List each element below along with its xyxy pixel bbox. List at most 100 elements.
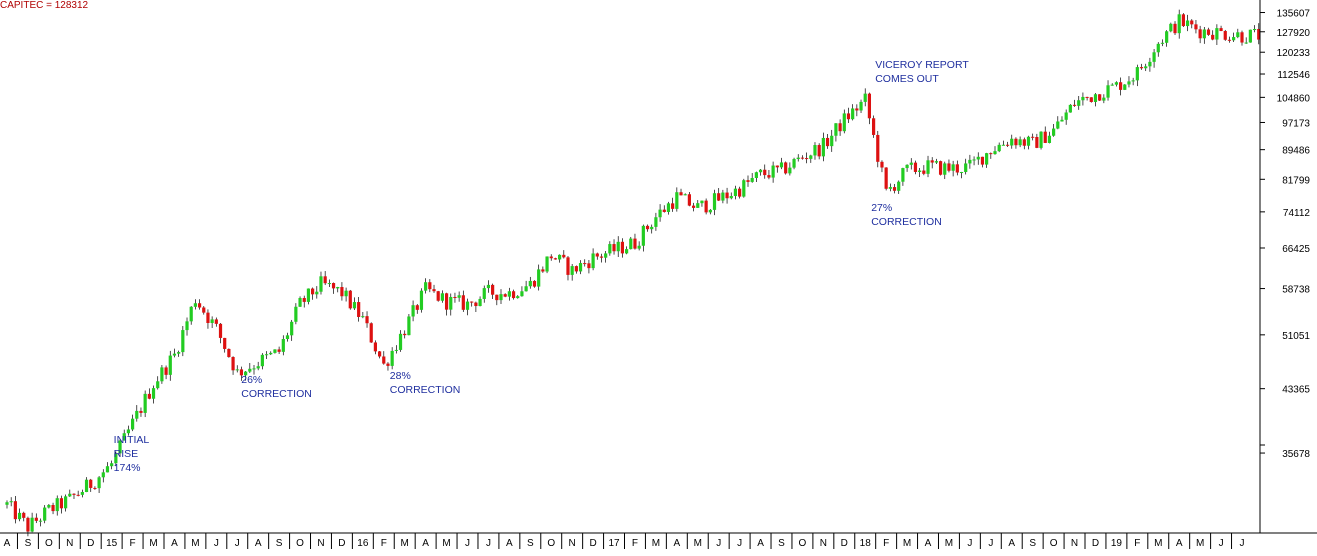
x-axis-ticks: A S O N D 15 F M A M J J A S O N D 16 F M A M J J A S O N D 17 F M A M J J A… — [4, 533, 1245, 549]
annotation-label: VICEROY REPORT COMES OUT — [875, 58, 969, 85]
candle-body — [717, 193, 721, 201]
candle-body — [101, 472, 105, 478]
candle-body — [1081, 96, 1085, 101]
candle-body — [1010, 138, 1014, 146]
candlestick-series — [5, 9, 1261, 537]
candle-body — [930, 160, 934, 163]
candle-body — [1152, 52, 1156, 62]
candle-body — [453, 296, 457, 298]
x-tick-label: F — [381, 538, 387, 549]
x-tick-label: M — [191, 538, 199, 549]
candle-body — [1043, 131, 1047, 143]
x-tick-label: D — [1092, 538, 1099, 549]
candle-body — [1156, 43, 1160, 53]
x-tick-label: F — [1134, 538, 1140, 549]
candle-body — [851, 108, 855, 120]
candle-body — [382, 356, 386, 364]
candle-body — [390, 350, 394, 366]
candle-body — [244, 371, 248, 376]
candle-body — [1018, 139, 1022, 146]
candle-body — [1022, 139, 1026, 146]
candle-body — [775, 165, 779, 168]
candle-body — [122, 433, 126, 441]
candle-body — [989, 153, 993, 155]
candle-body — [306, 288, 311, 302]
candle-body — [1169, 23, 1173, 32]
candle-body — [1106, 85, 1110, 98]
x-tick-label: M — [903, 538, 911, 549]
candle-body — [520, 291, 524, 297]
x-tick-label: O — [296, 538, 304, 549]
candle-body — [524, 286, 528, 292]
candle-body — [897, 181, 901, 191]
candle-body — [729, 196, 733, 199]
candle-body — [1148, 61, 1152, 67]
candle-body — [922, 170, 926, 174]
y-tick-label: 89486 — [1282, 146, 1310, 157]
candle-body — [105, 466, 110, 473]
candle-body — [51, 505, 55, 512]
candle-body — [440, 293, 444, 301]
candle-body — [55, 498, 59, 512]
x-tick-label: M — [401, 538, 409, 549]
candle-body — [712, 193, 717, 210]
x-tick-label: A — [757, 538, 764, 549]
candle-body — [491, 284, 495, 295]
candle-body — [1219, 28, 1223, 32]
candle-body — [80, 492, 84, 495]
x-tick-label: M — [945, 538, 953, 549]
candle-body — [64, 496, 68, 509]
candle-body — [1139, 67, 1144, 69]
candle-body — [231, 357, 235, 371]
candle-body — [742, 180, 746, 197]
candle-body — [867, 93, 872, 119]
candle-body — [1240, 32, 1244, 43]
candle-body — [76, 494, 80, 496]
candle-body — [223, 337, 227, 349]
candle-body — [398, 333, 403, 350]
candle-body — [779, 162, 784, 168]
x-tick-label: J — [716, 538, 721, 549]
candle-body — [424, 282, 428, 291]
candle-body — [277, 349, 281, 352]
candle-body — [859, 101, 863, 111]
candle-body — [1072, 104, 1077, 106]
candle-body — [197, 303, 202, 308]
x-tick-label: N — [66, 538, 73, 549]
candle-body — [34, 517, 38, 521]
candle-body — [968, 159, 972, 164]
candle-body — [352, 302, 357, 309]
x-tick-label: A — [925, 538, 932, 549]
candle-body — [662, 209, 666, 212]
y-tick-label: 43365 — [1282, 385, 1310, 396]
candle-body — [700, 200, 704, 204]
candle-body — [323, 276, 327, 284]
x-tick-label: A — [1176, 538, 1183, 549]
x-tick-label: N — [317, 538, 324, 549]
candle-body — [17, 512, 22, 520]
candle-body — [612, 244, 616, 252]
candle-body — [415, 305, 419, 310]
candle-body — [43, 507, 47, 521]
candle-body — [160, 367, 164, 382]
x-tick-label: M — [1196, 538, 1204, 549]
candle-body — [1047, 135, 1052, 143]
candle-body — [1144, 66, 1148, 69]
candle-body — [407, 316, 411, 336]
candle-body — [13, 501, 17, 520]
candle-body — [1031, 136, 1035, 138]
candle-body — [1089, 97, 1093, 102]
candle-body — [1215, 28, 1219, 40]
candle-body — [666, 203, 671, 212]
candle-body — [1177, 14, 1181, 34]
candle-body — [938, 161, 943, 175]
candle-body — [1005, 144, 1010, 146]
x-tick-label: M — [652, 538, 660, 549]
candle-body — [959, 171, 964, 173]
candle-body — [499, 294, 503, 301]
candle-body — [465, 301, 470, 310]
candle-body — [5, 502, 9, 505]
candle-body — [285, 335, 290, 340]
x-tick-label: D — [338, 538, 345, 549]
x-tick-label: S — [778, 538, 785, 549]
